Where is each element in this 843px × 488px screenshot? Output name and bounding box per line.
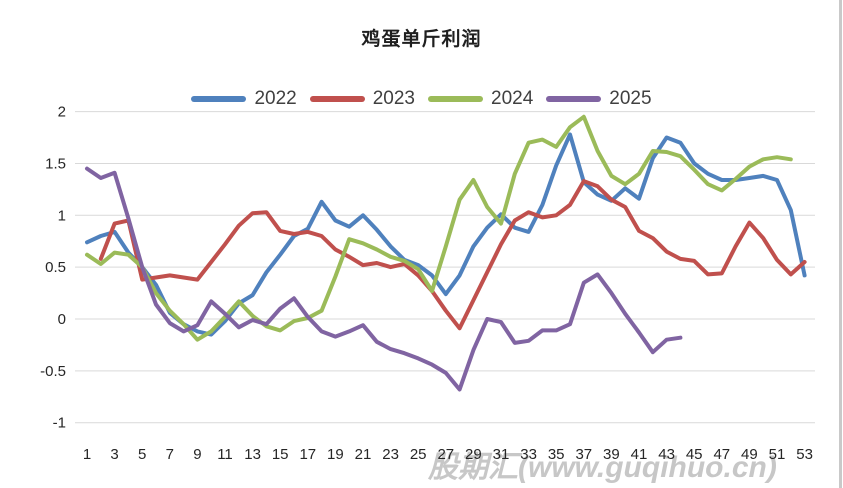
legend-label: 2024 (491, 88, 534, 109)
x-tick-label: 21 (355, 446, 372, 463)
x-tick-label: 11 (217, 446, 233, 463)
x-tick-label: 35 (548, 446, 565, 463)
x-tick-label: 53 (796, 446, 813, 463)
x-axis-labels: 1 3 5 7 9 11 13 15 17 19 21 23 25 27 29 31 33 35 37 39 41 43 4… (83, 446, 813, 463)
window-right-edge (839, 0, 842, 488)
x-tick-label: 13 (244, 446, 261, 463)
x-tick-label: 5 (138, 446, 146, 463)
chart-title: 鸡蛋单斤利润 (361, 29, 482, 50)
legend-label: 2025 (609, 88, 652, 109)
x-tick-label: 19 (327, 446, 344, 463)
x-tick-label: 27 (437, 446, 454, 463)
legend-item-2022: 2022 (191, 88, 297, 110)
series-line-2022 (85, 132, 807, 337)
x-tick-label: 49 (741, 446, 758, 463)
legend-item-2023: 2023 (309, 88, 415, 110)
x-tick-label: 17 (299, 446, 316, 463)
x-tick-label: 7 (166, 446, 174, 463)
x-tick-label: 51 (769, 446, 786, 463)
x-tick-label: 45 (686, 446, 703, 463)
y-tick-label: -0.5 (40, 363, 66, 380)
x-tick-label: 3 (110, 446, 118, 463)
legend-line-swatch (546, 96, 602, 102)
legend-item-2025: 2025 (546, 88, 652, 110)
legend-label: 2023 (372, 88, 415, 109)
y-tick-label: 0 (58, 311, 66, 328)
series-line-2024 (85, 114, 793, 342)
x-tick-label: 43 (658, 446, 675, 463)
x-tick-label: 29 (465, 446, 482, 463)
gridlines (75, 111, 815, 424)
y-tick-label: 0.5 (45, 259, 66, 276)
legend: 2022 2023 2024 2025 (0, 88, 843, 110)
y-tick-label: 2 (58, 104, 66, 121)
y-tick-label: 1 (58, 207, 66, 224)
x-tick-label: 9 (193, 446, 201, 463)
x-tick-label: 37 (575, 446, 592, 463)
series-line-2025 (85, 166, 683, 392)
site-watermark: 股期汇(www.guqihuo.cn) (428, 451, 777, 484)
x-tick-label: 31 (493, 446, 510, 463)
legend-item-2024: 2024 (428, 88, 533, 110)
x-tick-label: 15 (272, 446, 289, 463)
y-tick-label: -1 (53, 415, 66, 432)
x-tick-label: 47 (713, 446, 730, 463)
x-tick-label: 41 (631, 446, 648, 463)
x-tick-label: 25 (410, 446, 427, 463)
x-tick-label: 39 (603, 446, 620, 463)
x-tick-label: 33 (520, 446, 537, 463)
legend-line-swatch (309, 96, 365, 102)
x-tick-label: 23 (382, 446, 399, 463)
y-axis-labels: 2 1.5 1 0.5 0 -0.5 -1 (40, 104, 66, 432)
legend-line-swatch (428, 96, 483, 102)
x-tick-label: 1 (83, 446, 91, 463)
legend-line-swatch (191, 96, 247, 102)
y-tick-label: 1.5 (45, 155, 66, 172)
series-line-2023 (98, 179, 807, 331)
legend-label: 2022 (254, 88, 297, 109)
